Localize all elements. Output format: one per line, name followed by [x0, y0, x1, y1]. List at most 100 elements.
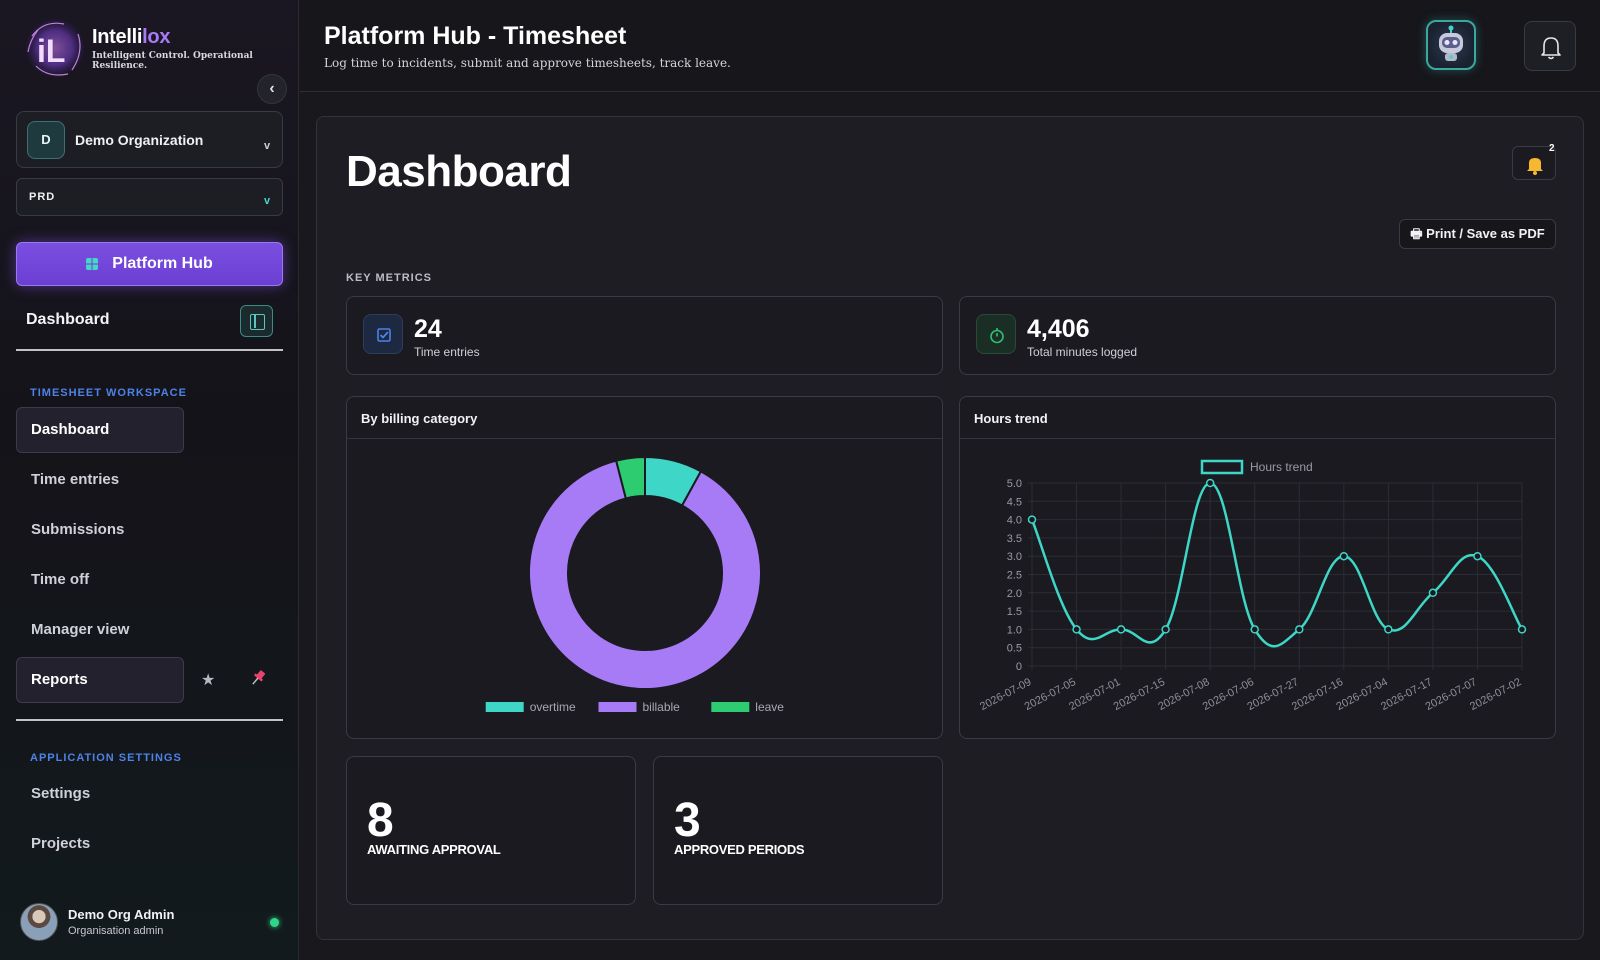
bell-icon	[1541, 37, 1561, 60]
data-point[interactable]	[1295, 625, 1304, 634]
summary-label: AWAITING APPROVAL	[367, 842, 501, 857]
sidebar-item-time-off[interactable]: Time off	[31, 571, 90, 588]
legend-swatch	[485, 702, 524, 712]
settings-section-label: APPLICATION SETTINGS	[30, 752, 182, 764]
sidebar-item-projects[interactable]: Projects	[31, 835, 91, 852]
page-subtitle: Log time to incidents, submit and approv…	[324, 56, 731, 70]
card-title: Hours trend	[974, 411, 1048, 426]
sidebar-dashboard-link[interactable]: Dashboard	[26, 311, 110, 328]
hours-trend-line	[1030, 481, 1524, 648]
brand-tagline: Intelligent Control. Operational Resilie…	[92, 50, 253, 71]
key-metrics-label: KEY METRICS	[346, 272, 432, 284]
brand-name: Intellilox	[92, 25, 171, 48]
y-tick-label: 2.5	[1007, 570, 1022, 582]
y-tick-label: 3.5	[1007, 533, 1022, 545]
data-point[interactable]	[1339, 551, 1349, 561]
data-point[interactable]	[1517, 625, 1527, 634]
data-point[interactable]	[1161, 625, 1170, 634]
y-tick-label: 5.0	[1007, 478, 1022, 490]
doughnut-slice-leave[interactable]	[614, 455, 646, 500]
sidebar-collapse-button[interactable]: ‹	[257, 74, 287, 104]
notifications-button[interactable]	[1524, 21, 1576, 71]
data-point[interactable]	[1027, 515, 1037, 524]
card-header: Hours trend	[960, 397, 1555, 439]
summary-label: APPROVED PERIODS	[674, 842, 805, 857]
doughnut-slice-billable[interactable]	[528, 459, 762, 690]
legend-label[interactable]: billable	[643, 700, 681, 714]
sidebar-item-time-entries[interactable]: Time entries	[31, 471, 120, 488]
data-point[interactable]	[1072, 625, 1081, 634]
org-name: Demo Organization	[75, 132, 204, 148]
data-point[interactable]	[1250, 625, 1259, 634]
legend-label[interactable]: leave	[755, 700, 784, 714]
chevron-down-icon: v	[264, 195, 271, 207]
avatar	[20, 903, 58, 941]
sidebar-divider	[16, 719, 283, 721]
hours-trend-card: Hours trend 0 0.5 1.0 1.5 2.0 2.5 3.0 3.5 4.0 4.5…	[959, 396, 1556, 739]
metric-card-total-minutes: 4,406 Total minutes logged	[959, 296, 1556, 375]
y-tick-label: 0	[1016, 661, 1022, 673]
svg-text:iL: iL	[37, 33, 65, 69]
dashboard-panel: Dashboard 2 🖶 Print / Save as PDF KEY ME…	[316, 116, 1584, 940]
data-point[interactable]	[1116, 625, 1126, 634]
metric-value: 4,406	[1027, 315, 1090, 343]
data-point[interactable]	[1384, 625, 1393, 634]
metric-label: Total minutes logged	[1027, 345, 1138, 359]
assistant-bot-button[interactable]	[1426, 20, 1476, 70]
notification-count-badge: 2	[1549, 143, 1555, 154]
y-tick-label: 4.0	[1007, 515, 1022, 527]
bell-icon	[1527, 158, 1543, 175]
legend-label[interactable]: Hours trend	[1250, 460, 1313, 474]
sidebar-item-reports[interactable]: Reports	[16, 657, 184, 703]
billing-doughnut-chart: overtime billable leave	[485, 455, 784, 714]
approved-periods-card[interactable]: 3 APPROVED PERIODS	[653, 756, 943, 905]
legend-label[interactable]: overtime	[530, 700, 576, 714]
sidebar-divider	[16, 349, 283, 351]
sidebar-item-submissions[interactable]: Submissions	[31, 521, 125, 538]
checkbox-icon	[363, 314, 403, 354]
environment-name: PRD	[29, 191, 56, 203]
brand[interactable]: iL Intellilox Intelligent Control. Opera…	[24, 16, 298, 80]
stopwatch-icon	[976, 314, 1016, 354]
organization-select[interactable]: D Demo Organization v	[16, 111, 283, 168]
summary-value: 3	[674, 794, 701, 847]
panel-toggle-icon[interactable]	[240, 305, 273, 337]
legend-swatch	[598, 702, 637, 712]
legend-swatch	[1200, 459, 1244, 475]
x-tick-label: 2026-07-02	[1468, 676, 1523, 713]
card-title: By billing category	[361, 411, 478, 426]
sidebar-item-settings[interactable]: Settings	[31, 785, 91, 802]
topbar: Platform Hub - Timesheet Log time to inc…	[300, 0, 1600, 92]
brand-logo-icon: iL	[24, 16, 86, 80]
data-point[interactable]	[1428, 588, 1438, 598]
print-pdf-button[interactable]: 🖶 Print / Save as PDF	[1399, 219, 1556, 249]
user-role: Organisation admin	[68, 925, 164, 937]
metric-value: 24	[414, 315, 442, 343]
summary-value: 8	[367, 794, 394, 847]
metric-label: Time entries	[414, 345, 480, 359]
y-tick-label: 1.5	[1007, 606, 1022, 618]
star-icon[interactable]: ★	[201, 672, 216, 689]
platform-hub-button[interactable]: Platform Hub	[16, 242, 283, 286]
dashboard-notifications-button[interactable]	[1512, 146, 1556, 180]
data-point[interactable]	[1205, 478, 1215, 488]
y-tick-label: 3.0	[1007, 551, 1022, 563]
user-profile[interactable]: Demo Org Admin Organisation admin	[20, 903, 174, 941]
y-tick-label: 4.5	[1007, 496, 1022, 508]
data-point[interactable]	[1473, 551, 1482, 561]
page-title: Platform Hub - Timesheet	[324, 22, 627, 50]
sidebar-item-manager-view[interactable]: Manager view	[31, 621, 130, 638]
environment-select[interactable]: PRD v	[16, 178, 283, 216]
pin-icon[interactable]	[249, 669, 267, 687]
dashboard-title: Dashboard	[346, 147, 572, 196]
y-tick-label: 2.0	[1007, 588, 1022, 600]
awaiting-approval-card[interactable]: 8 AWAITING APPROVAL	[346, 756, 636, 905]
sidebar: iL Intellilox Intelligent Control. Opera…	[0, 0, 299, 960]
legend-swatch	[711, 702, 750, 712]
org-avatar: D	[27, 121, 65, 159]
robot-icon	[1439, 25, 1463, 61]
online-status-icon	[270, 918, 279, 927]
sidebar-item-dashboard[interactable]: Dashboard	[16, 407, 184, 453]
y-tick-label: 0.5	[1007, 643, 1022, 655]
